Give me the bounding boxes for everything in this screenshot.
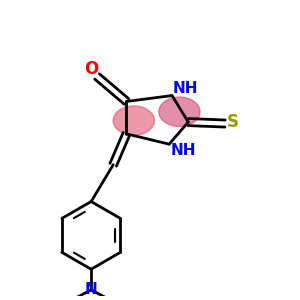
Text: S: S (226, 113, 238, 131)
Ellipse shape (159, 97, 200, 127)
Ellipse shape (113, 106, 154, 135)
Text: N: N (85, 282, 98, 297)
Text: NH: NH (171, 142, 196, 158)
Text: O: O (84, 60, 98, 78)
Text: NH: NH (172, 81, 198, 96)
